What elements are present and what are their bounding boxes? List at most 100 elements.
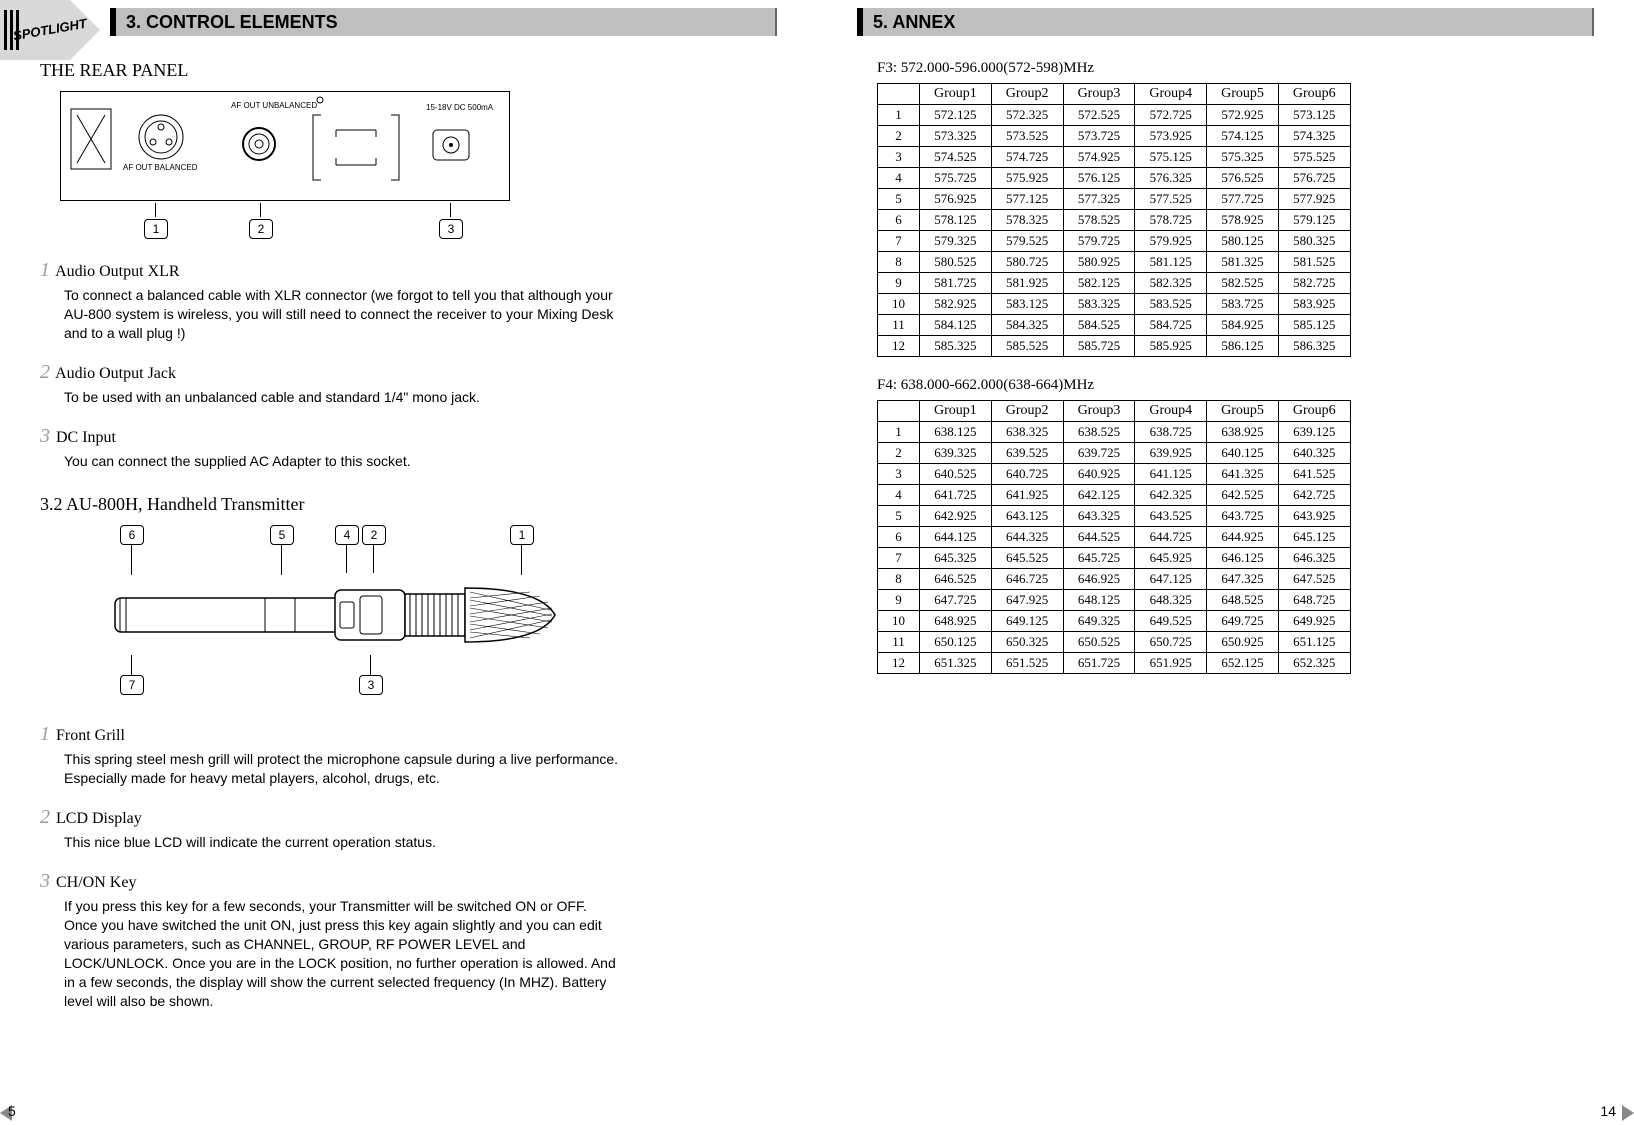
table-cell: 647.125 bbox=[1135, 569, 1207, 590]
table-row: 7645.325645.525645.725645.925646.125646.… bbox=[878, 548, 1351, 569]
table-cell: 651.925 bbox=[1135, 653, 1207, 674]
microphone-icon bbox=[110, 570, 570, 660]
bracket-icon bbox=[311, 110, 411, 190]
item-heading: 1 Front Grill bbox=[40, 723, 777, 746]
table-cell: 647.325 bbox=[1207, 569, 1279, 590]
table-cell: 648.325 bbox=[1135, 590, 1207, 611]
table-cell: 649.925 bbox=[1278, 611, 1350, 632]
table-header: Group3 bbox=[1063, 84, 1135, 105]
item-body: If you press this key for a few seconds,… bbox=[64, 897, 624, 1010]
table-cell: 644.725 bbox=[1135, 527, 1207, 548]
table-cell: 649.725 bbox=[1207, 611, 1279, 632]
table-cell: 581.525 bbox=[1278, 252, 1350, 273]
table-cell: 584.325 bbox=[991, 315, 1063, 336]
page-number-left: 5 bbox=[8, 1103, 16, 1119]
table-cell: 576.925 bbox=[920, 189, 992, 210]
table-cell: 651.325 bbox=[920, 653, 992, 674]
table-cell: 585.925 bbox=[1135, 336, 1207, 357]
table-cell: 576.325 bbox=[1135, 168, 1207, 189]
table-cell: 647.925 bbox=[991, 590, 1063, 611]
table-cell: 12 bbox=[878, 653, 920, 674]
table-cell: 573.125 bbox=[1278, 105, 1350, 126]
table-header: Group5 bbox=[1207, 84, 1279, 105]
page: SPOTLIGHT 3. CONTROL ELEMENTS THE REAR P… bbox=[0, 0, 1634, 1125]
table-cell: 1 bbox=[878, 105, 920, 126]
table-cell: 578.725 bbox=[1135, 210, 1207, 231]
table-cell: 9 bbox=[878, 273, 920, 294]
table-cell: 6 bbox=[878, 210, 920, 231]
left-page: SPOTLIGHT 3. CONTROL ELEMENTS THE REAR P… bbox=[0, 0, 817, 1125]
table-cell: 574.525 bbox=[920, 147, 992, 168]
table-cell: 573.325 bbox=[920, 126, 992, 147]
table-cell: 643.325 bbox=[1063, 506, 1135, 527]
handheld-title: 3.2 AU-800H, Handheld Transmitter bbox=[40, 494, 777, 515]
callout-1: 1 bbox=[144, 219, 168, 239]
table-cell: 641.725 bbox=[920, 485, 992, 506]
table-cell: 583.525 bbox=[1135, 294, 1207, 315]
table-row: 3574.525574.725574.925575.125575.325575.… bbox=[878, 147, 1351, 168]
freq-table-title: F3: 572.000-596.000(572-598)MHz bbox=[877, 60, 1594, 77]
table-cell: 7 bbox=[878, 231, 920, 252]
table-row: 3640.525640.725640.925641.125641.325641.… bbox=[878, 464, 1351, 485]
table-cell: 650.125 bbox=[920, 632, 992, 653]
table-cell: 573.725 bbox=[1063, 126, 1135, 147]
table-cell: 644.525 bbox=[1063, 527, 1135, 548]
page-corner-right-icon bbox=[1622, 1105, 1634, 1121]
table-cell: 650.725 bbox=[1135, 632, 1207, 653]
table-cell: 641.525 bbox=[1278, 464, 1350, 485]
table-cell: 577.325 bbox=[1063, 189, 1135, 210]
item-heading: 1 Audio Output XLR bbox=[40, 259, 777, 282]
table-cell: 641.125 bbox=[1135, 464, 1207, 485]
table-row: 6578.125578.325578.525578.725578.925579.… bbox=[878, 210, 1351, 231]
table-cell: 583.325 bbox=[1063, 294, 1135, 315]
table-cell: 580.525 bbox=[920, 252, 992, 273]
table-cell: 4 bbox=[878, 485, 920, 506]
table-cell: 640.325 bbox=[1278, 443, 1350, 464]
table-cell: 576.125 bbox=[1063, 168, 1135, 189]
hh-call-1: 1 bbox=[510, 525, 534, 545]
table-cell: 638.125 bbox=[920, 422, 992, 443]
table-cell: 643.525 bbox=[1135, 506, 1207, 527]
table-cell: 650.925 bbox=[1207, 632, 1279, 653]
table-cell: 652.325 bbox=[1278, 653, 1350, 674]
item-heading: 3 CH/ON Key bbox=[40, 870, 777, 893]
table-row: 1572.125572.325572.525572.725572.925573.… bbox=[878, 105, 1351, 126]
table-cell: 651.725 bbox=[1063, 653, 1135, 674]
table-cell: 4 bbox=[878, 168, 920, 189]
table-cell: 647.525 bbox=[1278, 569, 1350, 590]
table-cell: 584.525 bbox=[1063, 315, 1135, 336]
table-cell: 641.325 bbox=[1207, 464, 1279, 485]
table-row: 11650.125650.325650.525650.725650.925651… bbox=[878, 632, 1351, 653]
freq-table: Group1Group2Group3Group4Group5Group61572… bbox=[877, 83, 1351, 357]
table-cell: 582.925 bbox=[920, 294, 992, 315]
dc-socket-icon bbox=[431, 128, 471, 168]
table-cell: 639.725 bbox=[1063, 443, 1135, 464]
page-number-right: 14 bbox=[1600, 1103, 1616, 1119]
table-cell: 648.925 bbox=[920, 611, 992, 632]
table-cell: 651.125 bbox=[1278, 632, 1350, 653]
table-cell: 8 bbox=[878, 569, 920, 590]
table-cell: 579.725 bbox=[1063, 231, 1135, 252]
table-row: 5576.925577.125577.325577.525577.725577.… bbox=[878, 189, 1351, 210]
table-cell: 586.125 bbox=[1207, 336, 1279, 357]
table-row: 4575.725575.925576.125576.325576.525576.… bbox=[878, 168, 1351, 189]
table-header: Group5 bbox=[1207, 401, 1279, 422]
table-cell: 580.725 bbox=[991, 252, 1063, 273]
table-row: 1638.125638.325638.525638.725638.925639.… bbox=[878, 422, 1351, 443]
freq-table: Group1Group2Group3Group4Group5Group61638… bbox=[877, 400, 1351, 674]
table-cell: 572.525 bbox=[1063, 105, 1135, 126]
table-cell: 2 bbox=[878, 126, 920, 147]
table-cell: 640.525 bbox=[920, 464, 992, 485]
table-cell: 651.525 bbox=[991, 653, 1063, 674]
table-cell: 579.925 bbox=[1135, 231, 1207, 252]
table-cell: 640.925 bbox=[1063, 464, 1135, 485]
table-cell: 5 bbox=[878, 189, 920, 210]
item-body: This spring steel mesh grill will protec… bbox=[64, 750, 624, 788]
table-cell: 582.525 bbox=[1207, 273, 1279, 294]
table-cell: 576.725 bbox=[1278, 168, 1350, 189]
item-number: 2 bbox=[40, 361, 50, 383]
table-cell: 577.725 bbox=[1207, 189, 1279, 210]
table-cell: 574.125 bbox=[1207, 126, 1279, 147]
item-heading: 3 DC Input bbox=[40, 425, 777, 448]
hh-call-2: 2 bbox=[362, 525, 386, 545]
